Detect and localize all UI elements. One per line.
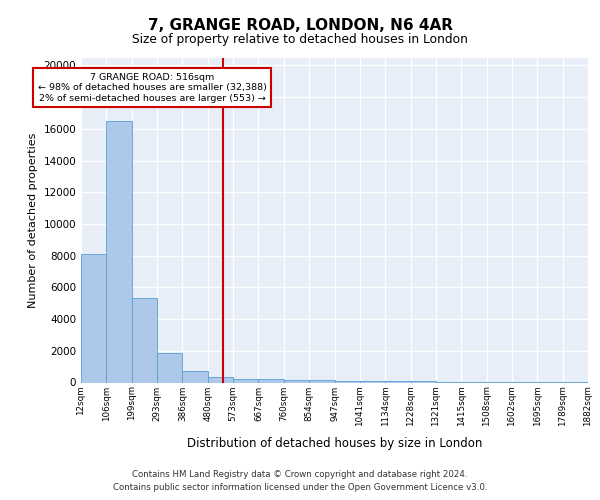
Text: 7, GRANGE ROAD, LONDON, N6 4AR: 7, GRANGE ROAD, LONDON, N6 4AR [148, 18, 452, 32]
Bar [132, 298, 157, 382]
Bar [81, 254, 106, 382]
Bar [208, 377, 233, 382]
Text: Size of property relative to detached houses in London: Size of property relative to detached ho… [132, 32, 468, 46]
X-axis label: Distribution of detached houses by size in London: Distribution of detached houses by size … [187, 438, 482, 450]
Text: Contains HM Land Registry data © Crown copyright and database right 2024.
Contai: Contains HM Land Registry data © Crown c… [113, 470, 487, 492]
Bar [309, 380, 335, 382]
Bar [360, 381, 385, 382]
Bar [233, 378, 259, 382]
Bar [259, 379, 284, 382]
Bar [157, 353, 182, 382]
Bar [335, 381, 360, 382]
Bar [182, 370, 208, 382]
Bar [385, 381, 410, 382]
Text: 7 GRANGE ROAD: 516sqm
← 98% of detached houses are smaller (32,388)
2% of semi-d: 7 GRANGE ROAD: 516sqm ← 98% of detached … [38, 72, 266, 102]
Bar [284, 380, 309, 382]
Bar [106, 121, 132, 382]
Y-axis label: Number of detached properties: Number of detached properties [28, 132, 38, 308]
